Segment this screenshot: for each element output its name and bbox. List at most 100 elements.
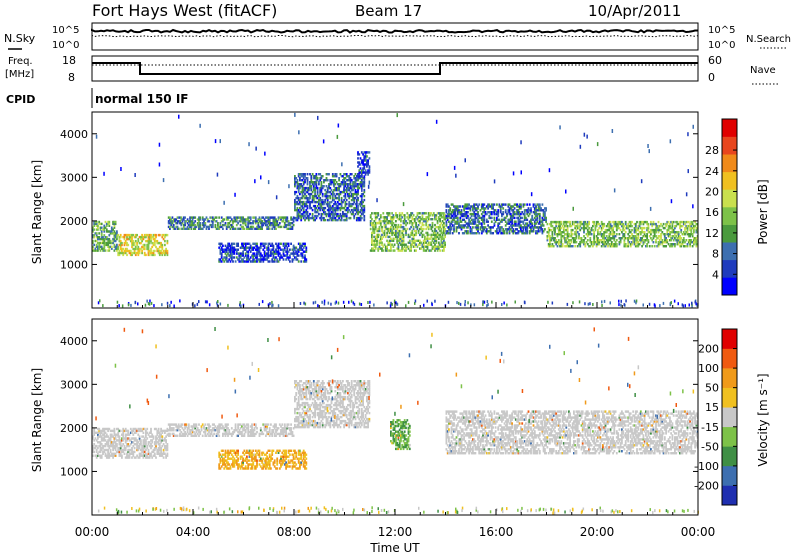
range-gate-cell (631, 228, 633, 232)
range-gate-cell (320, 200, 323, 204)
range-gate-cell (523, 203, 526, 206)
range-gate-cell (272, 220, 275, 223)
range-gate-cell (372, 227, 375, 231)
range-gate-cell (371, 212, 373, 215)
range-gate-cell (426, 225, 429, 229)
range-gate-cell (335, 175, 338, 178)
range-gate-cell (299, 214, 301, 218)
range-gate-cell (108, 234, 111, 237)
range-gate-cell (161, 429, 164, 433)
range-gate-cell (422, 245, 425, 248)
range-gate-cell (302, 202, 305, 206)
range-gate-cell (280, 242, 282, 245)
range-gate-cell (441, 237, 444, 240)
range-gate-cell (416, 218, 419, 221)
range-gate-cell (499, 220, 502, 223)
range-gate-cell (326, 179, 329, 182)
range-gate-cell (148, 302, 151, 306)
range-gate-cell (467, 301, 469, 305)
range-gate-cell (416, 214, 419, 217)
range-gate-cell (560, 241, 563, 244)
range-gate-cell (557, 224, 560, 228)
range-gate-cell (109, 437, 112, 440)
range-gate-cell (468, 220, 470, 223)
range-gate-cell (482, 207, 484, 210)
range-gate-cell (454, 211, 457, 214)
range-gate-cell (156, 441, 159, 444)
range-gate-cell (118, 235, 121, 239)
range-gate-cell (93, 433, 96, 436)
range-gate-cell (443, 249, 445, 252)
range-gate-cell (160, 243, 162, 247)
range-gate-cell (300, 175, 303, 178)
range-gate-cell (334, 200, 337, 204)
range-gate-cell (538, 203, 541, 206)
range-gate-cell (613, 245, 616, 248)
range-gate-cell (690, 222, 693, 226)
range-gate-cell (117, 439, 120, 442)
range-gate-cell (118, 435, 121, 438)
range-gate-cell (225, 254, 228, 257)
range-gate-cell (300, 200, 303, 204)
range-gate-cell (478, 220, 481, 223)
range-gate-cell (480, 222, 483, 225)
range-gate-cell (128, 444, 131, 448)
range-gate-cell (304, 173, 306, 176)
range-gate-cell (259, 218, 262, 221)
range-gate-cell (473, 205, 476, 208)
range-gate-cell (684, 245, 686, 248)
range-gate-cell (559, 231, 561, 234)
range-gate-cell (355, 177, 358, 180)
range-gate-cell (306, 198, 309, 202)
range-gate-cell (143, 245, 146, 249)
range-gate-cell (622, 228, 625, 232)
range-gate-cell (407, 214, 410, 217)
range-gate-cell (143, 439, 146, 442)
range-gate-cell (225, 258, 228, 261)
range-gate-cell (615, 243, 618, 246)
range-gate-cell (537, 205, 540, 208)
range-gate-cell (413, 233, 416, 237)
range-gate-cell (276, 220, 279, 223)
range-gate-cell (584, 222, 587, 226)
range-gate-cell (549, 235, 551, 238)
range-gate-cell (309, 204, 311, 208)
range-gate-cell (439, 214, 441, 217)
range-gate-cell (391, 239, 393, 242)
range-gate-cell (273, 223, 276, 227)
range-gate-cell (264, 151, 266, 156)
range-gate-cell (179, 220, 181, 223)
range-gate-cell (363, 179, 366, 182)
freq-tick-bottom: 8 (68, 71, 75, 84)
range-gate-cell (592, 241, 594, 244)
range-gate-cell (525, 209, 527, 212)
range-gate-cell (542, 214, 545, 218)
range-gate-cell (396, 247, 399, 250)
range-gate-cell (268, 254, 271, 257)
range-gate-cell (627, 226, 630, 230)
range-gate-cell (309, 202, 311, 206)
range-gate-cell (517, 211, 520, 214)
range-gate-cell (624, 226, 627, 230)
range-gate-cell (391, 212, 393, 215)
range-gate-cell (196, 222, 199, 225)
range-gate-cell (621, 220, 623, 224)
range-gate-cell (592, 245, 594, 248)
range-gate-cell (646, 237, 648, 240)
range-gate-cell (177, 216, 180, 219)
range-gate-cell (306, 177, 309, 180)
range-gate-cell (602, 235, 604, 238)
range-gate-cell (217, 222, 219, 225)
range-gate-cell (108, 237, 111, 241)
range-gate-cell (100, 431, 103, 434)
range-gate-cell (435, 225, 438, 229)
range-gate-cell (431, 214, 434, 217)
range-gate-cell (360, 212, 363, 216)
range-gate-cell (642, 220, 645, 224)
range-gate-cell (371, 231, 373, 235)
range-gate-cell (145, 253, 147, 257)
range-gate-cell (674, 226, 676, 230)
range-gate-cell (113, 249, 116, 252)
range-gate-cell (102, 437, 104, 440)
range-gate-cell (658, 224, 661, 228)
